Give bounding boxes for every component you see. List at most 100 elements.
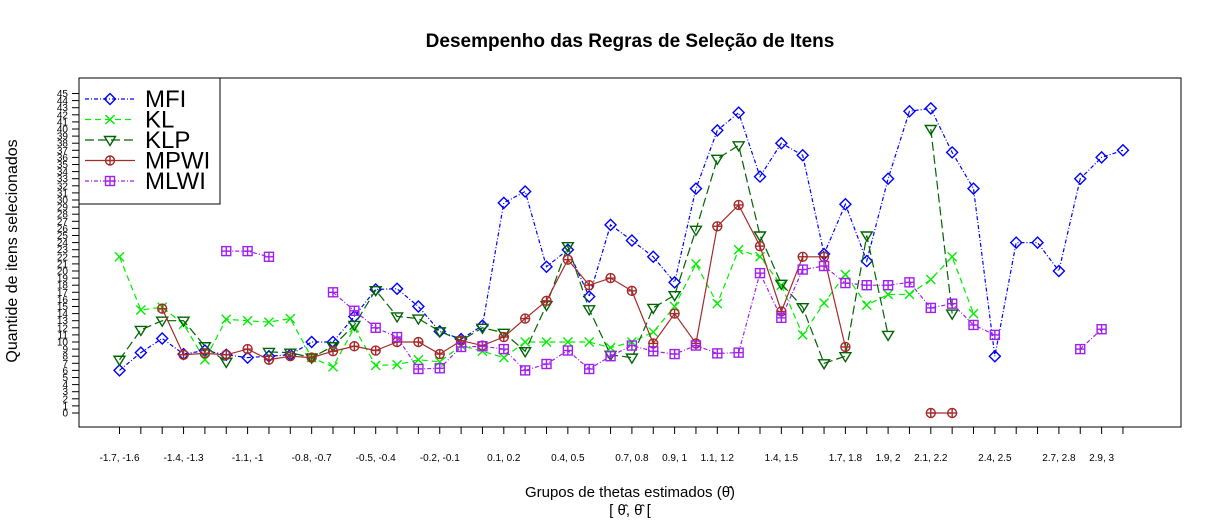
y-tick-label: 29 [57,203,69,214]
data-point-mfi [625,233,639,247]
data-point-mlwi [840,277,851,289]
legend-item-klp: KLP [85,127,190,154]
x-tick-label: 2.9, 3 [1089,453,1114,464]
data-point-klp [689,225,703,237]
data-point-mpwi [626,285,638,297]
data-point-klp [561,241,575,253]
y-tick-label: 39 [57,132,69,143]
legend-label: MLWI [145,168,206,195]
data-point-mlwi [263,251,275,263]
data-point-klp [774,279,789,291]
data-point-klp [817,359,831,371]
legend-label: KLP [145,127,190,154]
data-point-mpwi [733,199,744,211]
data-point-mlwi [242,245,253,257]
data-point-mlwi [605,351,616,362]
data-point-mlwi [946,298,958,309]
data-point-mpwi [519,313,531,324]
series-line-mfi [119,107,1124,371]
series-layer [112,101,1130,419]
legend-item-kl: KL [85,107,174,134]
data-point-mfi [305,335,319,349]
y-tick-label: 33 [57,174,69,185]
data-point-mfi [241,351,255,365]
series-line-mlwi [332,265,996,372]
data-point-kl [392,359,403,370]
data-point-klp [390,312,404,324]
data-point-mlwi [562,345,574,356]
data-point-mlwi [221,245,232,257]
y-tick-label: 34 [57,167,69,178]
data-point-mlwi [391,331,403,343]
data-point-mpwi [946,407,958,419]
y-tick-label: 45 [57,89,69,100]
data-point-kl [135,305,146,316]
data-point-mfi [604,218,618,232]
data-point-mlwi [327,287,339,298]
legend-item-mlwi: MLWI [85,168,206,195]
data-point-mlwi [690,340,702,351]
data-point-mpwi [584,280,595,291]
data-point-kl [819,297,830,308]
y-tick-label: 16 [57,295,69,306]
y-tick-label: 35 [57,160,69,171]
data-point-mlwi [882,280,894,291]
data-point-mpwi [925,407,936,419]
data-point-kl [690,258,701,269]
y-tick-label: 38 [57,139,69,150]
y-tick-label: 41 [57,117,69,128]
data-point-mlwi [733,347,744,358]
data-point-mfi [689,182,703,196]
data-point-mpwi [754,240,766,252]
data-point-mfi [411,300,425,313]
x-tick-label: 2.4, 2.5 [978,453,1012,464]
y-tick-label: 30 [57,196,69,207]
data-point-mpwi [818,251,830,262]
data-point-mlwi [648,346,659,357]
series-line-klp [930,128,953,314]
y-tick-label: 31 [57,188,69,199]
y-tick-label: 1 [62,401,68,412]
data-point-mfi [518,184,532,198]
y-tick-label: 22 [57,252,69,263]
data-point-mfi [838,197,852,211]
data-point-mfi [732,106,746,120]
data-point-mfi [113,363,126,377]
x-tick-label: -1.1, -1 [232,453,264,464]
data-point-mfi [497,196,511,210]
data-point-mfi [1031,236,1045,250]
y-tick-label: 7 [62,359,68,370]
y-tick-label: 25 [57,231,69,242]
y-tick-label: 19 [57,274,69,285]
data-point-mpwi [178,349,189,360]
data-point-mfi [646,250,660,264]
x-tick-label: -1.7, -1.6 [99,453,139,464]
data-point-mfi [540,260,553,274]
chart-title: Desempenho das Regras de Seleção de Iten… [426,31,835,52]
x-tick-label: 1.9, 2 [876,453,901,464]
data-point-mlwi [818,260,830,272]
y-tick-label: 24 [57,238,69,249]
data-point-mfi [988,349,1002,363]
data-point-kl [797,329,808,340]
data-point-mfi [1095,150,1109,164]
data-point-mpwi [370,345,381,356]
data-point-mpwi [562,254,574,265]
data-point-mpwi [327,346,339,357]
data-point-mfi [753,170,767,184]
y-tick-label: 20 [57,267,69,278]
data-point-mfi [1009,236,1023,250]
data-point-kl [925,274,936,285]
y-tick-label: 14 [57,309,69,320]
legend-marker [104,175,116,187]
data-point-kl [904,289,915,300]
data-point-mpwi [285,351,296,362]
y-tick-label: 13 [57,316,69,327]
data-point-mfi [1052,264,1066,278]
series-mfi [113,101,1130,377]
y-tick-label: 32 [57,181,69,192]
y-tick-label: 11 [58,330,69,341]
data-point-kl [733,244,744,255]
